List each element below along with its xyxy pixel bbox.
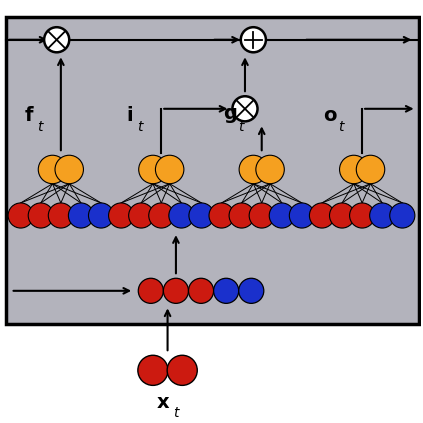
Circle shape [330,203,354,228]
Circle shape [249,203,274,228]
Circle shape [149,203,174,228]
Circle shape [69,203,93,228]
Text: $\mathbf{f}$: $\mathbf{f}$ [24,106,35,124]
Circle shape [138,355,168,385]
Circle shape [232,96,258,121]
Text: $t$: $t$ [238,120,246,134]
Circle shape [229,203,254,228]
Circle shape [167,355,197,385]
Circle shape [241,27,266,52]
Circle shape [209,203,234,228]
Text: $\mathbf{i}$: $\mathbf{i}$ [126,106,133,124]
Circle shape [309,203,335,228]
Circle shape [48,203,74,228]
Text: $\mathbf{o}$: $\mathbf{o}$ [324,106,338,124]
Text: $t$: $t$ [338,120,346,134]
Circle shape [88,203,114,228]
Text: $t$: $t$ [37,120,45,134]
Circle shape [28,203,53,228]
Circle shape [163,278,189,303]
Circle shape [239,278,264,303]
Text: $\mathbf{g}$: $\mathbf{g}$ [223,106,237,124]
Circle shape [356,155,385,184]
Circle shape [138,278,163,303]
Text: $\mathbf{x}$: $\mathbf{x}$ [156,393,170,412]
Circle shape [349,203,375,228]
Circle shape [129,203,154,228]
Circle shape [189,203,214,228]
Circle shape [169,203,194,228]
Circle shape [269,203,294,228]
Circle shape [8,203,33,228]
Circle shape [214,278,239,303]
FancyBboxPatch shape [6,17,419,324]
Circle shape [155,155,184,184]
Circle shape [256,155,284,184]
Circle shape [289,203,314,228]
Circle shape [340,155,368,184]
Circle shape [139,155,167,184]
Text: $t$: $t$ [173,407,181,420]
Circle shape [390,203,415,228]
Circle shape [239,155,268,184]
Circle shape [38,155,67,184]
Circle shape [189,278,214,303]
Circle shape [370,203,395,228]
Circle shape [55,155,83,184]
Text: $t$: $t$ [137,120,146,134]
Circle shape [44,27,69,52]
Circle shape [109,203,134,228]
